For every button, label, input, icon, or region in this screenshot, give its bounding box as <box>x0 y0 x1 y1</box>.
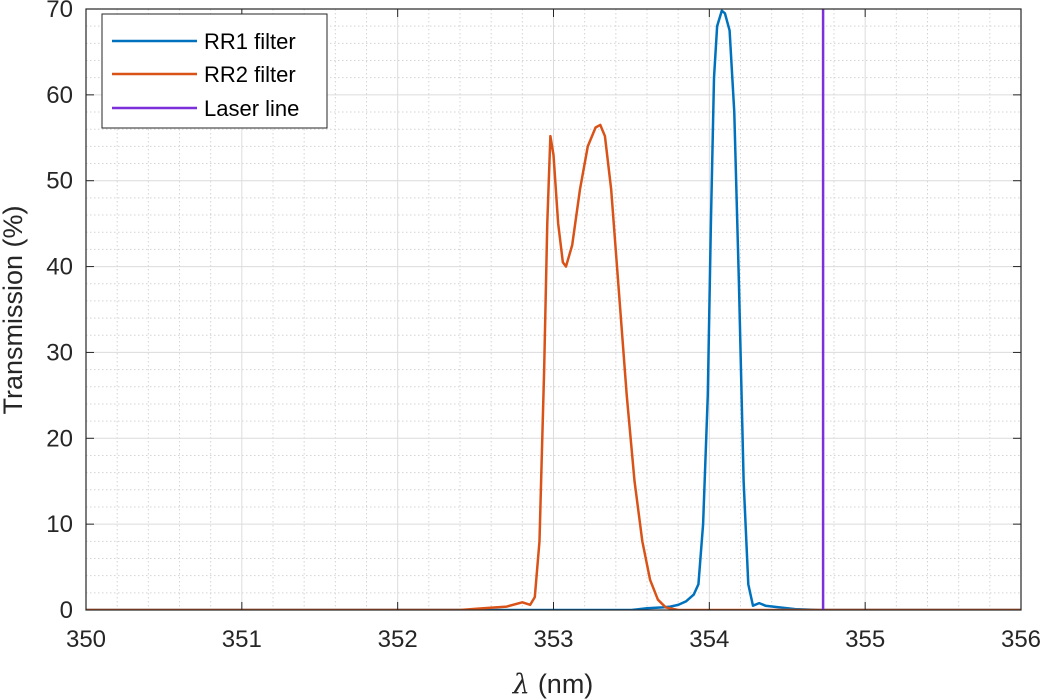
legend-label-rr1: RR1 filter <box>204 29 296 54</box>
x-tick-label: 356 <box>1001 626 1041 653</box>
x-axis-unit: (nm) <box>538 669 594 699</box>
series-line-rr2 <box>86 123 1021 610</box>
y-tick-label: 10 <box>46 511 73 538</box>
y-tick-label: 30 <box>46 339 73 366</box>
legend: RR1 filter RR2 filter Laser line <box>101 13 328 129</box>
y-tick-labels: 0 10 20 30 40 50 60 70 <box>46 0 73 624</box>
x-tick-label: 355 <box>845 626 885 653</box>
series-line-rr1 <box>86 9 1021 610</box>
x-axis-symbol: λ <box>512 669 530 699</box>
series-layer <box>86 9 1021 610</box>
x-tick-label: 351 <box>222 626 262 653</box>
legend-label-laser: Laser line <box>204 96 299 121</box>
y-axis-title: Transmission (%) <box>0 205 28 414</box>
x-tick-label: 350 <box>66 626 106 653</box>
x-tick-label: 352 <box>378 626 418 653</box>
x-tick-label: 353 <box>533 626 573 653</box>
x-tick-label: 354 <box>689 626 729 653</box>
y-tick-label: 40 <box>46 254 73 281</box>
y-tick-label: 70 <box>46 0 73 23</box>
y-tick-label: 20 <box>46 425 73 452</box>
tick-marks <box>85 8 1022 611</box>
y-tick-label: 50 <box>46 168 73 195</box>
y-tick-label: 0 <box>60 597 73 624</box>
y-tick-label: 60 <box>46 82 73 109</box>
legend-label-rr2: RR2 filter <box>204 62 296 87</box>
x-tick-labels: 350 351 352 353 354 355 356 <box>66 626 1041 653</box>
x-axis-title: λ (nm) <box>512 669 594 699</box>
